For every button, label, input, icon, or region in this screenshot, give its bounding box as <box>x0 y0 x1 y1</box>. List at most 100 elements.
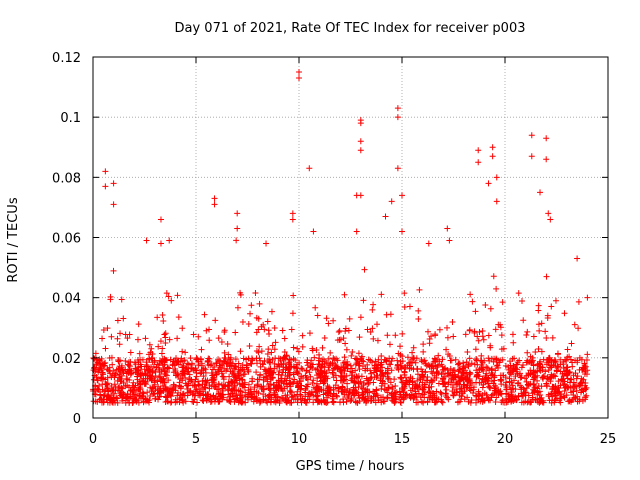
data-point <box>371 374 378 381</box>
data-point <box>540 397 547 404</box>
data-point <box>349 349 356 356</box>
data-point <box>123 397 130 404</box>
y-tick-label: 0.06 <box>52 232 81 247</box>
data-point <box>514 359 521 366</box>
data-point <box>296 69 302 76</box>
data-point <box>108 333 115 340</box>
data-point <box>235 360 242 367</box>
data-point <box>407 387 414 394</box>
data-point <box>518 298 525 305</box>
data-point <box>190 390 197 397</box>
data-point <box>419 358 426 365</box>
data-point <box>194 399 201 406</box>
data-point <box>562 384 569 391</box>
data-point <box>233 392 240 399</box>
data-point <box>378 291 385 298</box>
data-point <box>321 360 328 367</box>
data-point <box>116 383 123 390</box>
data-point <box>126 384 133 391</box>
data-point <box>459 374 466 381</box>
data-point <box>488 370 495 377</box>
data-point <box>422 369 429 376</box>
data-point <box>264 318 271 325</box>
data-point <box>338 364 345 371</box>
data-point <box>246 342 253 349</box>
data-point <box>428 363 435 370</box>
data-point <box>372 393 379 400</box>
data-point <box>477 398 484 405</box>
data-point <box>179 358 186 365</box>
data-point <box>425 384 432 391</box>
data-point <box>166 336 173 343</box>
data-point <box>334 365 341 372</box>
data-point <box>288 394 295 401</box>
data-point <box>435 370 442 377</box>
data-point <box>363 375 370 382</box>
data-point <box>335 328 342 335</box>
data-point <box>387 311 394 318</box>
data-point <box>450 333 457 340</box>
data-point <box>331 356 338 363</box>
data-point <box>524 357 531 364</box>
data-point <box>256 343 263 350</box>
data-point <box>474 369 481 376</box>
data-point <box>383 357 390 364</box>
data-point <box>479 366 486 373</box>
data-point <box>438 371 445 378</box>
data-point <box>162 393 169 400</box>
data-point <box>488 392 495 399</box>
data-point <box>480 376 487 383</box>
data-point <box>209 372 216 379</box>
data-point <box>184 392 191 399</box>
data-point <box>568 397 575 404</box>
data-point <box>471 329 478 336</box>
data-point <box>402 374 409 381</box>
data-point <box>550 383 557 390</box>
data-point <box>467 399 474 406</box>
data-point <box>574 393 581 400</box>
data-point <box>486 384 493 391</box>
data-point <box>201 311 208 318</box>
data-point <box>318 361 325 368</box>
data-point <box>221 354 228 361</box>
data-point <box>127 349 134 356</box>
data-point <box>346 389 353 396</box>
data-point <box>397 399 404 406</box>
data-point <box>467 291 474 298</box>
data-point <box>193 367 200 374</box>
data-point <box>464 378 471 385</box>
data-point <box>534 377 541 384</box>
data-point <box>408 391 415 398</box>
data-point <box>229 360 236 367</box>
data-point <box>200 373 207 380</box>
data-point <box>528 153 535 160</box>
data-point <box>140 390 147 397</box>
data-point <box>395 350 402 357</box>
data-point <box>179 396 186 403</box>
data-point <box>518 374 525 381</box>
data-point <box>157 240 164 247</box>
data-point <box>384 376 391 383</box>
data-point <box>218 368 225 375</box>
data-point <box>217 390 224 397</box>
data-point <box>147 372 154 379</box>
data-point <box>325 355 332 362</box>
data-point <box>506 369 513 376</box>
data-point <box>497 321 504 328</box>
data-point <box>563 357 570 364</box>
data-point <box>394 105 401 112</box>
data-point <box>271 346 278 353</box>
data-point <box>98 399 105 406</box>
y-tick-label: 0 <box>73 412 81 427</box>
data-point <box>258 384 265 391</box>
data-point <box>394 357 401 364</box>
data-point <box>262 374 269 381</box>
data-point <box>202 384 209 391</box>
data-point <box>139 389 146 396</box>
data-point <box>437 389 444 396</box>
data-point <box>568 340 575 347</box>
data-point <box>474 333 481 340</box>
data-point <box>355 350 362 357</box>
data-point <box>524 349 531 356</box>
data-point <box>431 372 438 379</box>
